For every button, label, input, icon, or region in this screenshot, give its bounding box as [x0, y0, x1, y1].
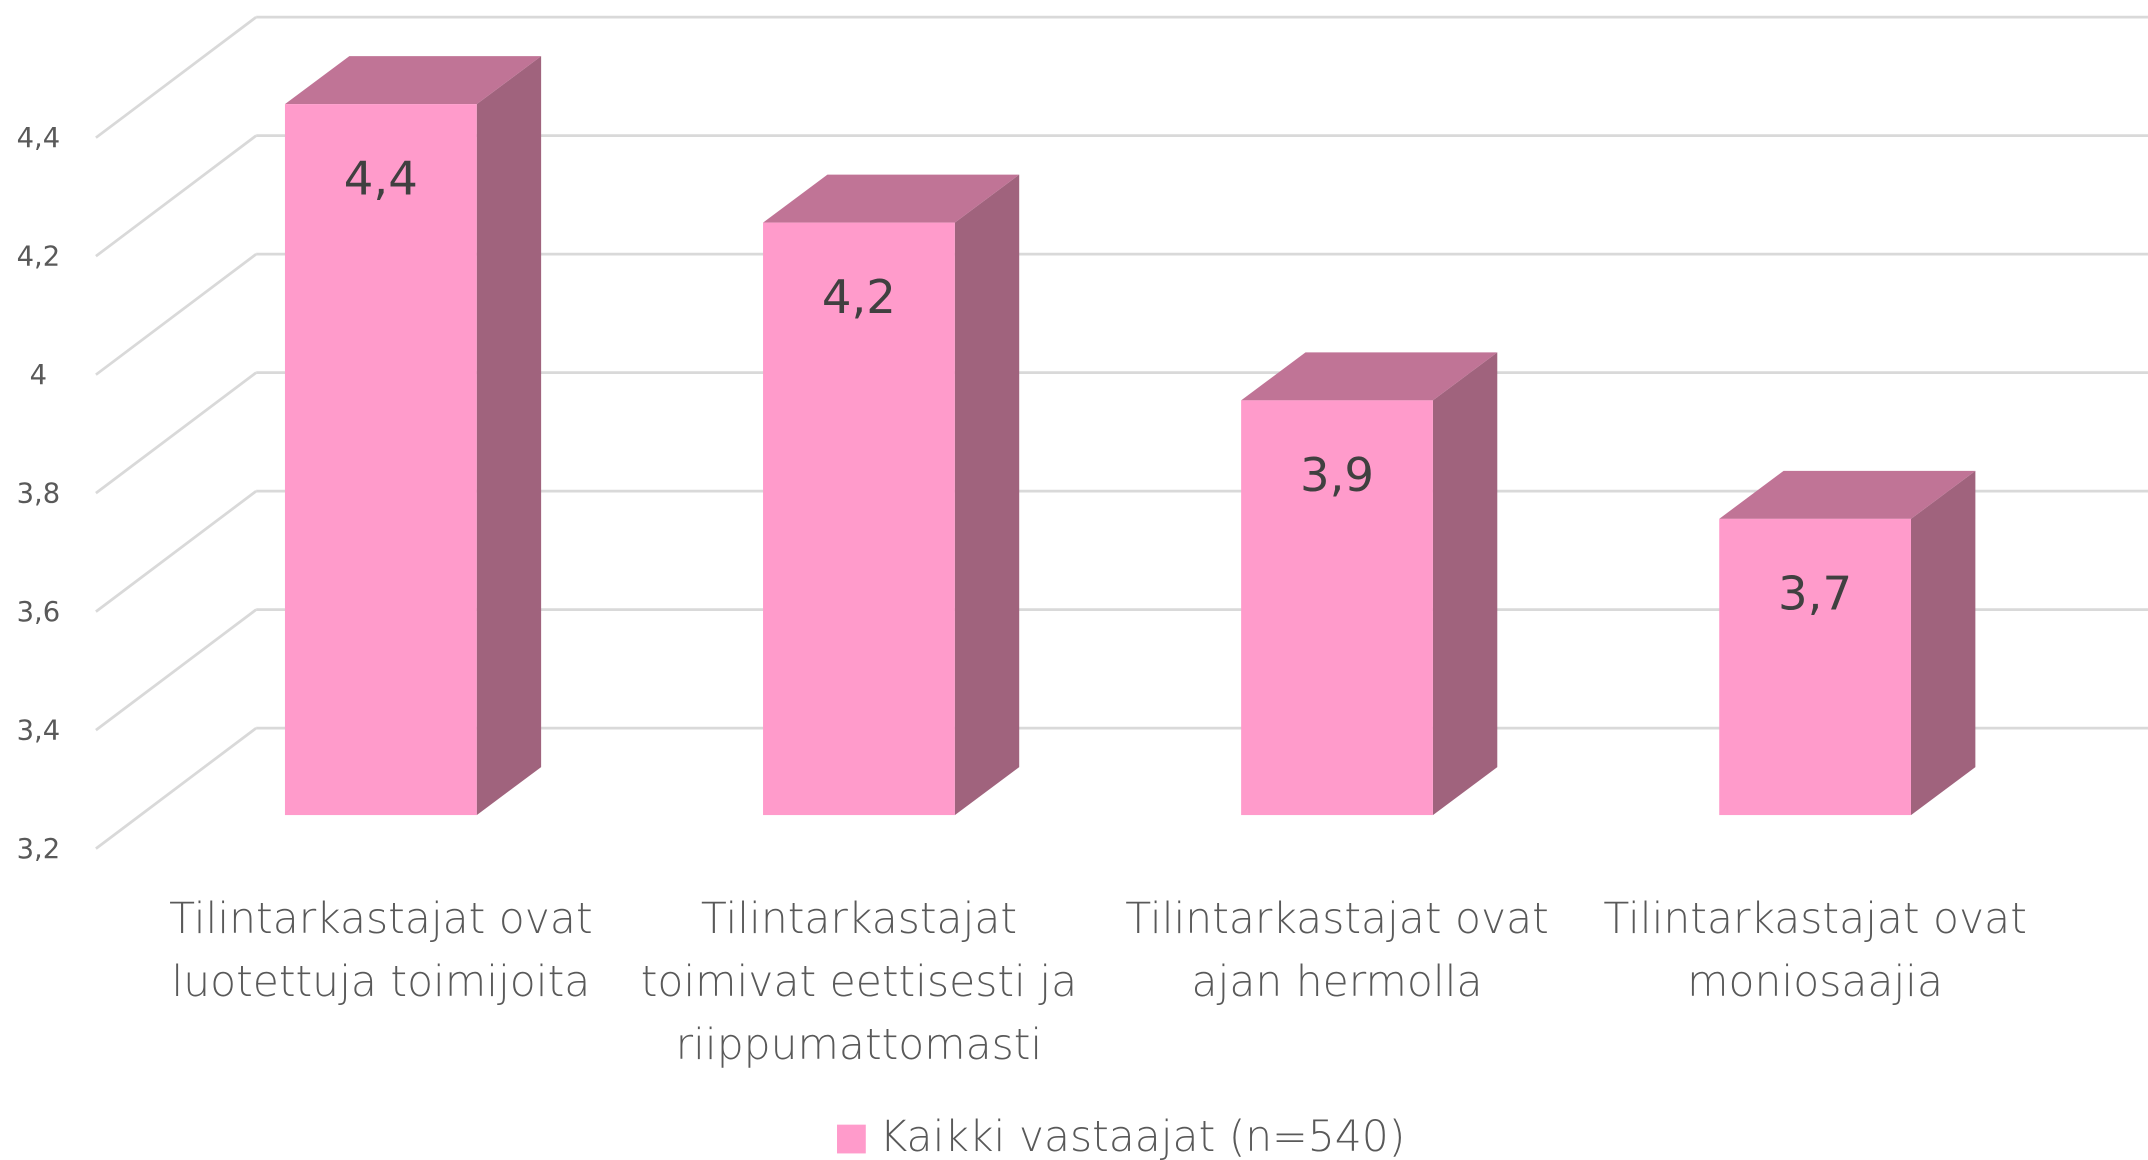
grid-line-diagonal — [95, 134, 258, 258]
value-label: 3,9 — [1300, 448, 1374, 502]
x-tick-label: Tilintarkastajat ovat ajan hermolla — [1125, 894, 1549, 1007]
value-label: 4,2 — [822, 270, 896, 324]
grid-line-diagonal — [95, 371, 258, 495]
legend-label: Kaikki vastaajat (n=540) — [879, 1113, 1405, 1160]
value-label: 3,7 — [1778, 566, 1852, 620]
x-tick-label-box: Tilintarkastajat toimivat eettisesti ja … — [640, 894, 1078, 1070]
x-tick-label-box: Tilintarkastajat ovat moniosaajia — [1603, 894, 2027, 1007]
grid-line-diagonal — [95, 16, 258, 139]
bar — [763, 222, 955, 816]
bar-top — [284, 56, 542, 105]
bar — [284, 104, 477, 816]
grid-line-diagonal — [95, 490, 258, 613]
bar-side — [1432, 352, 1498, 816]
grid-line-diagonal — [95, 726, 258, 850]
grid-line-diagonal — [95, 608, 258, 732]
x-tick-label-box: Tilintarkastajat ovat ajan hermolla — [1125, 894, 1549, 1007]
y-tick-label: 4,4 — [17, 123, 61, 154]
y-tick-label: 3,8 — [17, 479, 61, 510]
y-tick-label: 3,2 — [17, 834, 61, 865]
grid-line-diagonal — [95, 253, 258, 376]
x-tick-label: Tilintarkastajat toimivat eettisesti ja … — [640, 894, 1078, 1070]
bar-top — [1719, 470, 1976, 519]
bar — [1719, 518, 1911, 816]
bar-top — [763, 174, 1020, 223]
bar-side — [476, 56, 542, 816]
y-tick-label: 3,6 — [17, 597, 61, 628]
y-tick-label: 4 — [30, 360, 47, 391]
x-tick-label: Tilintarkastajat ovat moniosaajia — [1603, 894, 2027, 1007]
bar — [1241, 400, 1433, 816]
bar-side — [1910, 470, 1976, 816]
x-tick-label-box: Tilintarkastajat ovat luotettuja toimijo… — [169, 894, 593, 1007]
y-tick-label: 4,2 — [17, 242, 61, 273]
bar-top — [1241, 352, 1498, 401]
x-tick-label: Tilintarkastajat ovat luotettuja toimijo… — [169, 894, 593, 1007]
legend-swatch — [837, 1124, 866, 1154]
value-label: 4,4 — [344, 152, 418, 206]
y-tick-label: 3,4 — [17, 716, 61, 747]
bar-side — [954, 174, 1020, 816]
